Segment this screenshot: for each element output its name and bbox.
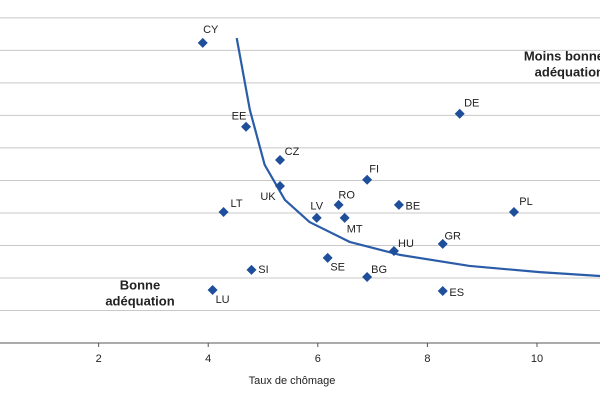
x-tick-label: 4	[205, 353, 211, 365]
point-label: LV	[310, 201, 323, 213]
annotation: Moins bonne	[524, 48, 600, 63]
point	[362, 174, 373, 185]
point	[388, 245, 399, 256]
point	[218, 206, 229, 217]
x-tick-label: 8	[424, 353, 430, 365]
annotation: Bonne	[120, 277, 160, 292]
point-label: LT	[231, 198, 243, 210]
point	[241, 121, 252, 132]
point	[437, 285, 448, 296]
point-label: GR	[444, 231, 461, 243]
point	[197, 37, 208, 48]
point-label: LU	[216, 294, 230, 306]
x-axis-label: Taux de chômage	[249, 375, 336, 387]
point-label: PL	[519, 196, 532, 208]
point	[437, 238, 448, 249]
point-label: BE	[406, 201, 421, 213]
point-label: MT	[347, 224, 363, 236]
point	[362, 272, 373, 283]
point-label: RO	[338, 190, 355, 202]
point-label: ES	[449, 287, 464, 299]
fit-curve	[235, 37, 600, 278]
point	[333, 199, 344, 210]
point	[454, 108, 465, 119]
x-tick-label: 10	[531, 353, 543, 365]
point	[275, 154, 285, 165]
point-label: SI	[258, 264, 268, 276]
point	[207, 285, 218, 296]
point	[311, 212, 322, 223]
point	[339, 212, 350, 223]
point-label: DE	[464, 98, 479, 110]
point	[393, 199, 404, 210]
point-label: CY	[203, 24, 219, 36]
x-tick-label: 6	[315, 353, 321, 365]
annotation: adéquation	[105, 293, 174, 308]
x-tick-label: 2	[96, 353, 102, 365]
point-label: UK	[260, 191, 276, 203]
annotation: adéquation	[535, 64, 600, 79]
point-label: FI	[369, 164, 379, 176]
point	[322, 252, 333, 263]
point-label: BG	[371, 264, 387, 276]
point-label: EE	[232, 111, 247, 123]
point-label: HU	[398, 238, 414, 250]
point	[275, 180, 285, 191]
point	[508, 206, 519, 217]
point-label: SE	[330, 262, 345, 274]
point	[246, 264, 257, 275]
point-label: CZ	[285, 146, 300, 158]
